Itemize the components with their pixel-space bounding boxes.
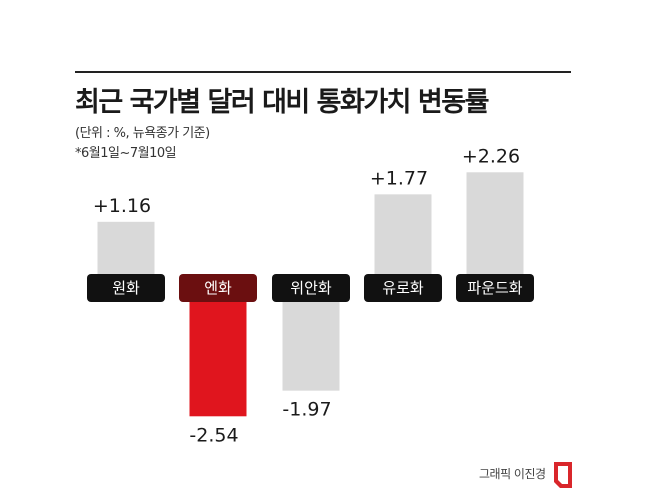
category-label: 위안화 bbox=[290, 279, 332, 297]
bar bbox=[282, 302, 340, 391]
category-label-bg bbox=[87, 274, 165, 302]
data-label: +1.16 bbox=[93, 195, 151, 217]
category-label: 엔화 bbox=[204, 279, 232, 297]
graphic-credit: 그래픽 이진경 bbox=[479, 467, 546, 481]
bar bbox=[466, 172, 524, 274]
category-label-bg bbox=[364, 274, 442, 302]
category-label: 유로화 bbox=[382, 279, 424, 297]
bar bbox=[189, 302, 247, 417]
bar bbox=[374, 194, 432, 274]
title-rule bbox=[75, 71, 571, 73]
data-label: +2.26 bbox=[462, 145, 520, 167]
category-label: 파운드화 bbox=[467, 279, 522, 297]
category-label-bg bbox=[179, 274, 257, 302]
data-label: +1.77 bbox=[370, 167, 428, 189]
category-label: 원화 bbox=[112, 279, 140, 297]
unit-note: (단위 : %, 뉴욕종가 기준) bbox=[75, 126, 210, 141]
data-label: -2.54 bbox=[189, 424, 238, 446]
category-label-bg bbox=[272, 274, 350, 302]
period-note: *6월1일~7월10일 bbox=[75, 146, 177, 161]
category-label-bg bbox=[456, 274, 534, 302]
data-label: -1.97 bbox=[282, 399, 331, 421]
publisher-logo-icon bbox=[554, 462, 572, 488]
bar bbox=[97, 221, 155, 274]
chart-title: 최근 국가별 달러 대비 통화가치 변동률 bbox=[75, 87, 489, 118]
